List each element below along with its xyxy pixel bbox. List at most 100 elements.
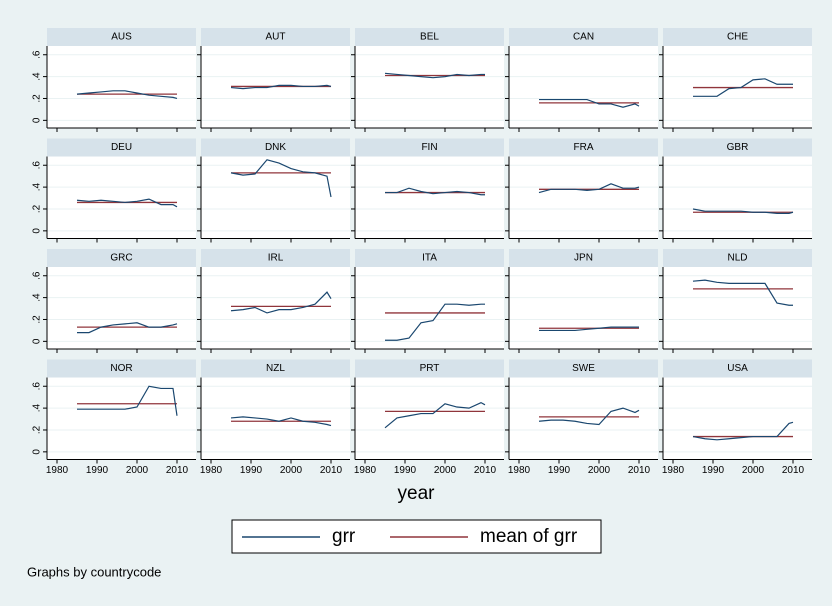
y-tick-label: .6 <box>32 161 43 170</box>
plot-area <box>47 267 196 349</box>
grr-line <box>76 90 178 100</box>
panel-title: ITA <box>422 253 437 264</box>
strip <box>47 138 196 157</box>
grr-line <box>384 401 486 429</box>
y-tick-label: .4 <box>32 293 43 302</box>
plot-area <box>47 156 196 239</box>
grr-line <box>230 416 332 427</box>
x-tick-label: 1990 <box>86 465 109 476</box>
y-tick-label: .6 <box>32 271 43 280</box>
strip <box>509 138 658 157</box>
y-tick-label: .6 <box>32 50 43 59</box>
y-tick-label: 0 <box>32 228 43 234</box>
panel-title: DEU <box>111 142 132 153</box>
grr-line <box>692 279 793 306</box>
grr-line <box>539 326 639 332</box>
grr-line <box>230 159 332 198</box>
plot-area <box>663 156 812 239</box>
grr-line <box>539 98 640 108</box>
x-tick-label: 2010 <box>474 465 497 476</box>
x-tick-label: 2010 <box>320 465 343 476</box>
y-tick-label: .2 <box>32 315 43 324</box>
y-tick-label: .2 <box>32 204 43 213</box>
x-tick-label: 2000 <box>742 465 765 476</box>
x-tick-label: 1980 <box>354 465 377 476</box>
grr-line <box>538 407 640 426</box>
plot-area <box>355 46 504 128</box>
strip <box>663 28 812 46</box>
plot-area <box>47 46 196 128</box>
strip <box>509 249 658 267</box>
strip <box>47 249 196 267</box>
strip <box>201 249 350 267</box>
plot-area <box>201 267 350 349</box>
x-tick-label: 2010 <box>628 465 651 476</box>
plot-area <box>355 267 504 349</box>
panel-title: JPN <box>574 253 593 264</box>
plot-area <box>355 377 504 460</box>
y-tick-label: .2 <box>32 425 43 434</box>
strip <box>663 359 812 378</box>
x-tick-label: 2000 <box>280 465 303 476</box>
strip <box>663 138 812 157</box>
x-tick-label: 1980 <box>662 465 685 476</box>
x-tick-label: 1990 <box>702 465 725 476</box>
strip <box>509 28 658 46</box>
grr-line <box>384 72 485 79</box>
grr-line <box>385 303 485 341</box>
grr-line <box>538 183 640 194</box>
panel-title: CAN <box>573 32 594 43</box>
plot-area <box>47 377 196 460</box>
x-tick-label: 1980 <box>508 465 531 476</box>
strip <box>355 28 504 46</box>
panel-title: CHE <box>727 32 748 43</box>
plot-area <box>509 267 658 349</box>
plot-area <box>509 156 658 239</box>
strip <box>355 249 504 267</box>
x-tick-label: 2010 <box>166 465 189 476</box>
strip <box>201 28 350 46</box>
strip <box>201 138 350 157</box>
plot-area <box>201 377 350 460</box>
x-tick-label: 1980 <box>200 465 223 476</box>
panel-title: BEL <box>420 32 439 43</box>
panel-title: USA <box>727 363 748 374</box>
x-axis-label: year <box>398 483 436 504</box>
panel-title: NLD <box>727 253 747 264</box>
x-tick-label: 2000 <box>434 465 457 476</box>
x-tick-label: 1990 <box>394 465 417 476</box>
grr-line <box>692 208 794 214</box>
plot-area <box>355 156 504 239</box>
y-tick-label: .6 <box>32 382 43 391</box>
panel-title: GRC <box>110 253 132 264</box>
panel-title: FRA <box>574 142 594 153</box>
grr-line <box>76 198 178 208</box>
x-tick-label: 1990 <box>240 465 263 476</box>
grr-line <box>77 385 178 416</box>
panel-title: PRT <box>420 363 440 374</box>
strip <box>663 249 812 267</box>
panel-title: SWE <box>572 363 595 374</box>
x-tick-label: 2000 <box>126 465 149 476</box>
y-tick-label: 0 <box>32 449 43 455</box>
panel-title: AUT <box>266 32 286 43</box>
grr-line <box>230 84 332 90</box>
grr-line <box>385 187 485 196</box>
panel-title: AUS <box>111 32 132 43</box>
plot-area <box>509 46 658 128</box>
panel-title: DNK <box>265 142 286 153</box>
y-tick-label: .2 <box>32 94 43 103</box>
grr-line <box>692 421 794 441</box>
panel-title: IRL <box>268 253 284 264</box>
plot-area <box>663 267 812 349</box>
x-tick-label: 2010 <box>782 465 805 476</box>
panel-title: GBR <box>727 142 749 153</box>
strip <box>47 359 196 378</box>
strip <box>509 359 658 378</box>
strip <box>201 359 350 378</box>
note: Graphs by countrycode <box>27 564 161 579</box>
strip <box>355 359 504 378</box>
panel-title: NOR <box>110 363 132 374</box>
x-tick-label: 1990 <box>548 465 571 476</box>
